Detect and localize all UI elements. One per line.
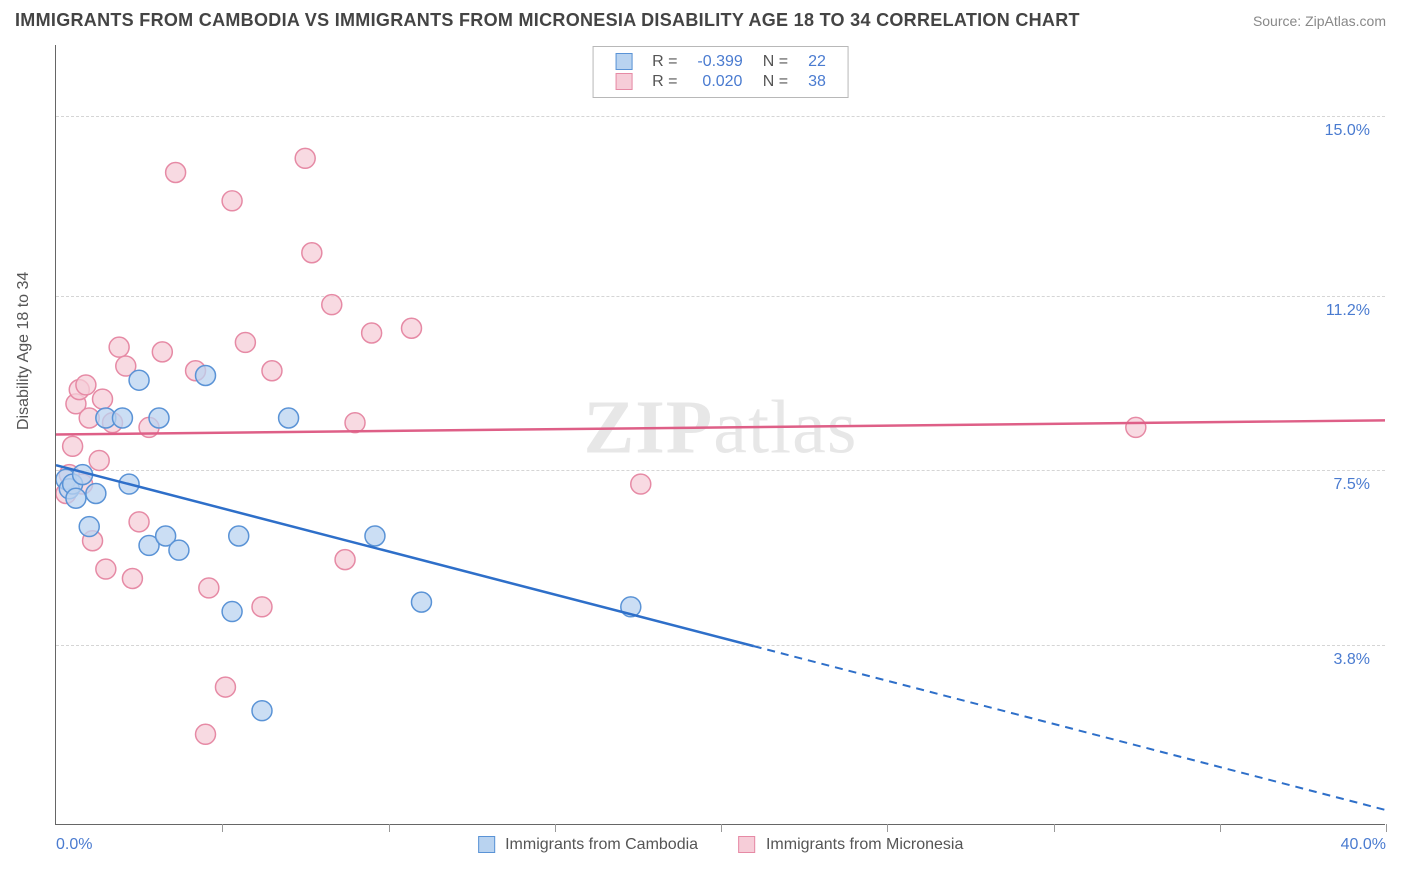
data-point (112, 408, 132, 428)
legend-row-cambodia: R = -0.399 N = 22 (605, 52, 836, 72)
data-point (295, 148, 315, 168)
data-point (365, 526, 385, 546)
legend-item-micronesia: Immigrants from Micronesia (739, 836, 964, 853)
chart-header: IMMIGRANTS FROM CAMBODIA VS IMMIGRANTS F… (0, 0, 1406, 36)
x-tick-label: 40.0% (1341, 836, 1386, 854)
legend-label-micronesia: Immigrants from Micronesia (766, 836, 963, 853)
data-point (129, 370, 149, 390)
data-point (96, 559, 116, 579)
data-point (252, 597, 272, 617)
x-tick (1054, 824, 1055, 832)
data-point (79, 517, 99, 537)
chart-svg (56, 45, 1385, 824)
data-point (262, 361, 282, 381)
x-tick-label: 0.0% (56, 836, 92, 854)
x-tick (222, 824, 223, 832)
data-point (86, 484, 106, 504)
x-tick (389, 824, 390, 832)
data-point (222, 191, 242, 211)
regression-line (56, 465, 754, 646)
plot-area: ZIPatlas R = -0.399 N = 22 R = 0.020 N =… (55, 45, 1385, 825)
data-point (93, 389, 113, 409)
correlation-legend: R = -0.399 N = 22 R = 0.020 N = 38 (592, 46, 849, 98)
data-point (215, 677, 235, 697)
data-point (89, 450, 109, 470)
x-tick (721, 824, 722, 832)
data-point (109, 337, 129, 357)
data-point (129, 512, 149, 532)
data-point (1126, 417, 1146, 437)
legend-label-cambodia: Immigrants from Cambodia (505, 836, 698, 853)
data-point (322, 295, 342, 315)
data-point (335, 550, 355, 570)
chart-title: IMMIGRANTS FROM CAMBODIA VS IMMIGRANTS F… (15, 10, 1080, 31)
data-point (402, 318, 422, 338)
swatch-micronesia-icon (739, 836, 756, 853)
data-point (362, 323, 382, 343)
data-point (222, 602, 242, 622)
data-point (152, 342, 172, 362)
data-point (345, 413, 365, 433)
x-tick (1220, 824, 1221, 832)
swatch-cambodia (615, 53, 632, 70)
data-point (149, 408, 169, 428)
n-value-cambodia: 22 (798, 52, 836, 72)
n-value-micronesia: 38 (798, 72, 836, 92)
data-point (631, 474, 651, 494)
data-point (302, 243, 322, 263)
x-tick (555, 824, 556, 832)
data-point (279, 408, 299, 428)
r-value-cambodia: -0.399 (687, 52, 752, 72)
swatch-cambodia-icon (478, 836, 495, 853)
legend-item-cambodia: Immigrants from Cambodia (478, 836, 703, 853)
chart-source: Source: ZipAtlas.com (1253, 13, 1386, 29)
data-point (196, 365, 216, 385)
data-point (199, 578, 219, 598)
data-point (166, 162, 186, 182)
x-tick (887, 824, 888, 832)
legend-row-micronesia: R = 0.020 N = 38 (605, 72, 836, 92)
data-point (229, 526, 249, 546)
data-point (76, 375, 96, 395)
data-point (63, 436, 83, 456)
data-point (196, 724, 216, 744)
series-legend: Immigrants from Cambodia Immigrants from… (460, 836, 982, 854)
data-point (411, 592, 431, 612)
r-value-micronesia: 0.020 (687, 72, 752, 92)
regression-line (56, 420, 1385, 434)
swatch-micronesia (615, 73, 632, 90)
data-point (235, 332, 255, 352)
y-axis-label: Disability Age 18 to 34 (15, 272, 33, 430)
data-point (252, 701, 272, 721)
data-point (169, 540, 189, 560)
data-point (66, 488, 86, 508)
data-point (122, 569, 142, 589)
regression-line-dashed (754, 646, 1385, 810)
x-tick (1386, 824, 1387, 832)
